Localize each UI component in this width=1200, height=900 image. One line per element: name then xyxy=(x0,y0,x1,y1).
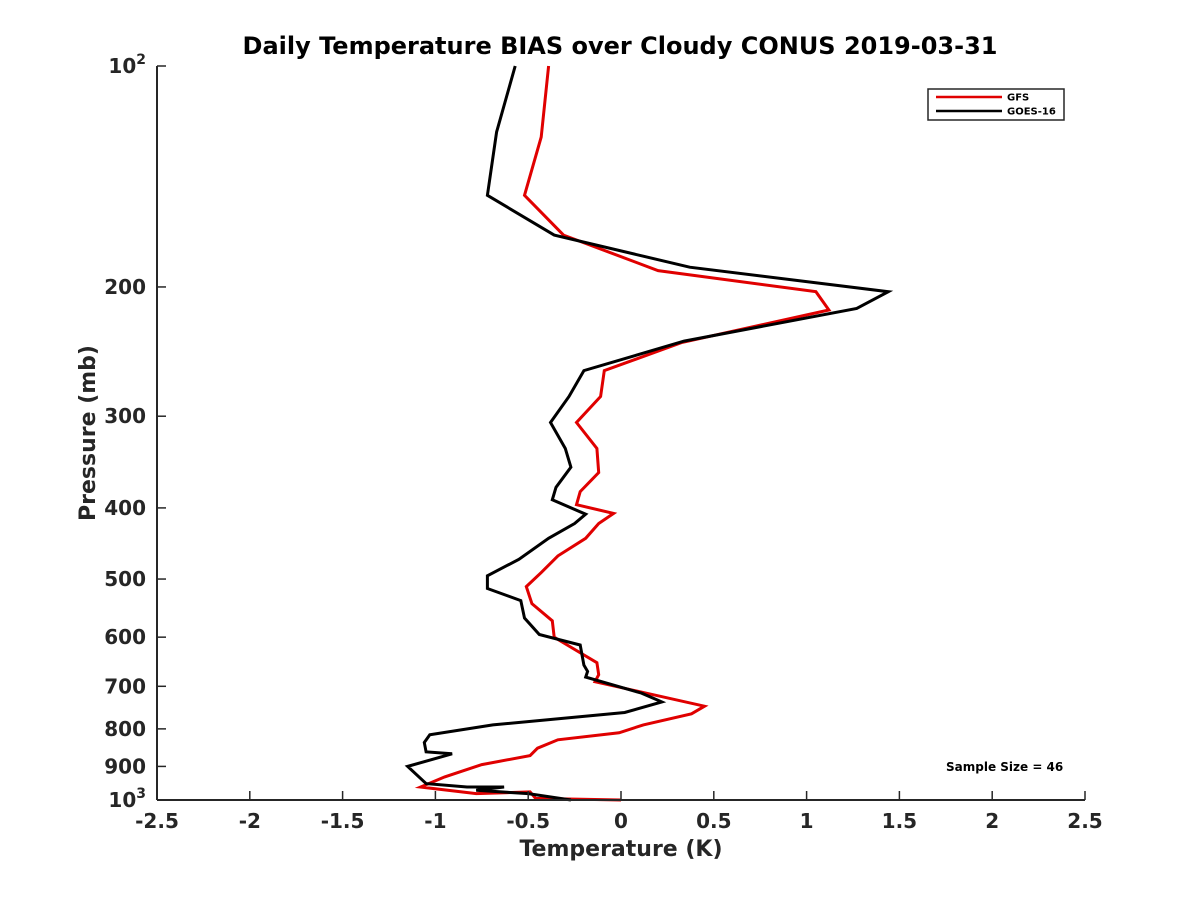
y-tick-base: 10 xyxy=(108,54,136,78)
x-tick-label: -1 xyxy=(424,809,446,833)
y-tick-exponent: 2 xyxy=(136,52,146,68)
x-ticks: -2.5 -2 -1.5 -1 -0.5 0 0.5 1 1.5 2 2.5 xyxy=(135,791,1103,833)
series-line-gfs xyxy=(414,65,832,802)
x-tick-label: 1.5 xyxy=(882,809,917,833)
sample-size-annotation: Sample Size = 46 xyxy=(946,760,1063,774)
y-tick-label: 900 xyxy=(104,754,146,778)
series-group xyxy=(404,65,894,802)
y-tick-label: 500 xyxy=(104,567,146,591)
x-tick-label: 1 xyxy=(800,809,814,833)
y-tick-label: 600 xyxy=(104,625,146,649)
x-tick-label: 2.5 xyxy=(1067,809,1102,833)
x-tick-label: -0.5 xyxy=(506,809,550,833)
legend-label-gfs: GFS xyxy=(1007,93,1029,104)
y-tick-label: 200 xyxy=(104,275,146,299)
x-tick-label: 2 xyxy=(985,809,999,833)
chart-title: Daily Temperature BIAS over Cloudy CONUS… xyxy=(243,32,998,60)
x-tick-label: -1.5 xyxy=(321,809,365,833)
y-axis-label: Pressure (mb) xyxy=(76,345,101,521)
axes xyxy=(156,66,1085,801)
y-tick-label: 300 xyxy=(104,404,146,428)
y-tick-label: 700 xyxy=(104,674,146,698)
x-tick-label: -2 xyxy=(239,809,261,833)
y-tick-base: 10 xyxy=(108,788,136,812)
y-tick-label: 800 xyxy=(104,717,146,741)
y-tick-label: 103 xyxy=(108,786,146,812)
y-tick-label: 400 xyxy=(104,496,146,520)
y-tick-label: 102 xyxy=(108,52,146,78)
x-tick-label: 0.5 xyxy=(696,809,731,833)
x-tick-label: -2.5 xyxy=(135,809,179,833)
x-axis-label: Temperature (K) xyxy=(519,837,722,862)
legend: GFS GOES-16 xyxy=(927,88,1065,121)
legend-box xyxy=(927,88,1065,121)
x-tick-label: 0 xyxy=(614,809,628,833)
legend-label-goes16: GOES-16 xyxy=(1007,107,1056,118)
series-line-goes16 xyxy=(404,65,894,802)
y-tick-exponent: 3 xyxy=(136,786,146,802)
